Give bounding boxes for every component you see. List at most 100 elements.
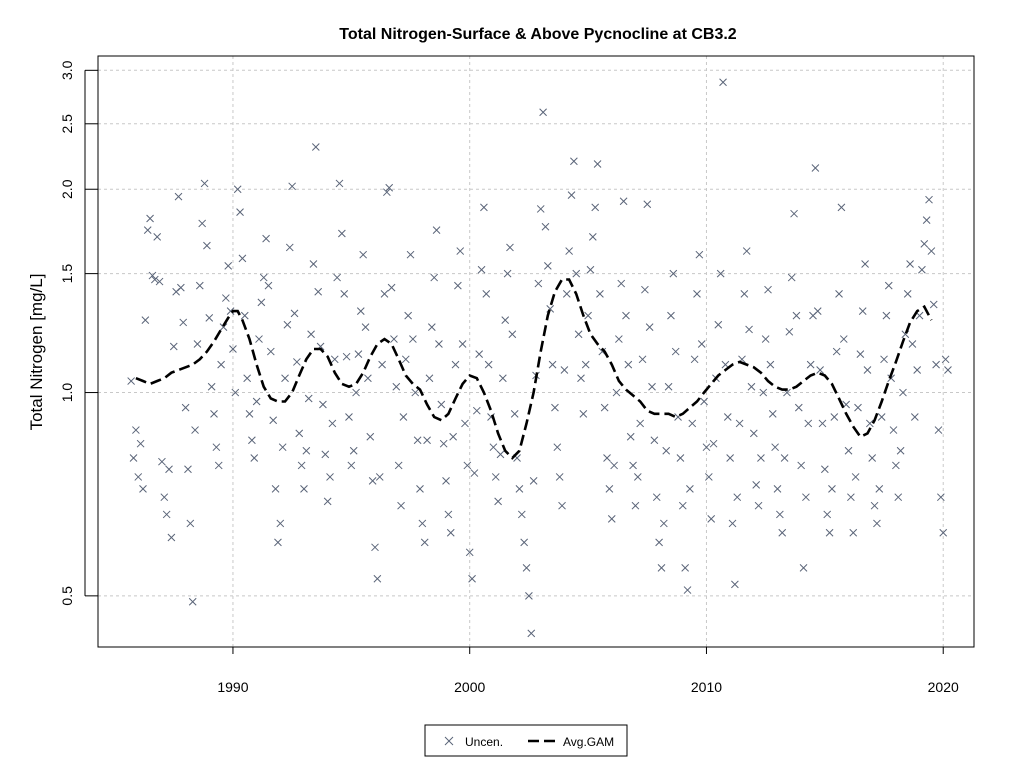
data-point [671, 347, 680, 356]
x-axis: 1990 2000 2010 2020 [217, 646, 959, 695]
data-point [600, 403, 609, 412]
data-point [489, 443, 498, 452]
legend-uncen-symbol [444, 736, 454, 746]
data-point [856, 350, 865, 358]
data-point [184, 465, 192, 474]
data-point [832, 347, 841, 356]
data-point [169, 342, 178, 351]
data-point [442, 477, 450, 485]
data-point [847, 493, 855, 502]
data-point [177, 283, 185, 292]
data-point [174, 192, 183, 201]
data-point [243, 374, 252, 383]
data-point [650, 436, 659, 445]
data-point [813, 307, 822, 315]
data-point [863, 366, 872, 374]
data-point [269, 416, 278, 425]
data-point [652, 493, 661, 502]
data-point [757, 454, 765, 462]
data-point [259, 273, 268, 282]
data-point [146, 214, 154, 223]
data-point [579, 409, 588, 418]
data-point [944, 366, 952, 374]
data-point [141, 316, 150, 324]
data-point [264, 281, 273, 290]
data-point [461, 419, 469, 428]
data-point [456, 247, 465, 255]
data-point [683, 586, 692, 594]
data-point [889, 426, 898, 434]
data-point [648, 382, 656, 391]
data-point [704, 473, 713, 481]
data-point [617, 279, 626, 288]
data-point [572, 269, 581, 278]
data-point [735, 419, 744, 428]
data-point [641, 285, 649, 294]
data-point [340, 290, 349, 298]
data-point [375, 473, 384, 481]
data-point [591, 203, 600, 212]
data-point [468, 574, 476, 583]
data-point [719, 78, 727, 87]
data-point [366, 432, 375, 441]
y-axis-label: Total Nitrogen [mg/L] [27, 274, 46, 431]
data-point [728, 519, 737, 528]
data-point [726, 454, 734, 462]
data-point [136, 439, 145, 448]
data-point [697, 340, 706, 348]
data-point [865, 419, 874, 428]
data-point [226, 307, 235, 315]
data-point [231, 388, 240, 397]
legend-box [424, 724, 628, 757]
y-tick-label: 1.0 [59, 383, 75, 403]
data-point [574, 330, 583, 339]
data-point [390, 335, 398, 343]
data-point [233, 185, 242, 194]
data-point [664, 382, 673, 391]
data-point [454, 281, 462, 290]
data-point [548, 360, 557, 369]
data-point [768, 409, 777, 418]
data-point [567, 191, 576, 200]
data-point [413, 436, 422, 445]
data-point [364, 374, 372, 383]
data-point [162, 510, 171, 519]
data-point [707, 515, 716, 523]
data-point [695, 250, 704, 259]
data-point [188, 597, 197, 606]
data-point [787, 273, 796, 282]
data-point [858, 307, 867, 315]
data-point [716, 269, 725, 278]
data-point [501, 316, 510, 324]
data-point [309, 260, 318, 268]
data-point [354, 350, 363, 358]
data-point [934, 426, 943, 434]
data-point [255, 335, 263, 343]
data-point [300, 485, 308, 493]
data-point [792, 311, 801, 320]
data-point [238, 254, 247, 263]
data-point [536, 205, 545, 213]
legend: Uncen. Avg.GAM [424, 724, 628, 757]
data-point [626, 432, 635, 441]
data-point [382, 188, 391, 197]
data-point [667, 311, 675, 320]
data-point [425, 374, 434, 383]
data-point [439, 439, 448, 448]
data-point [262, 234, 270, 243]
data-point [688, 419, 697, 428]
data-point [925, 195, 933, 204]
data-point [406, 250, 415, 259]
data-point [849, 528, 858, 537]
data-point [129, 454, 138, 462]
data-point [761, 335, 770, 343]
data-point [927, 247, 936, 255]
data-point [506, 243, 514, 252]
data-point [349, 446, 358, 455]
data-point [586, 265, 595, 274]
data-point [702, 443, 711, 452]
data-point [835, 290, 843, 298]
data-point [444, 510, 453, 519]
data-point [499, 374, 507, 383]
